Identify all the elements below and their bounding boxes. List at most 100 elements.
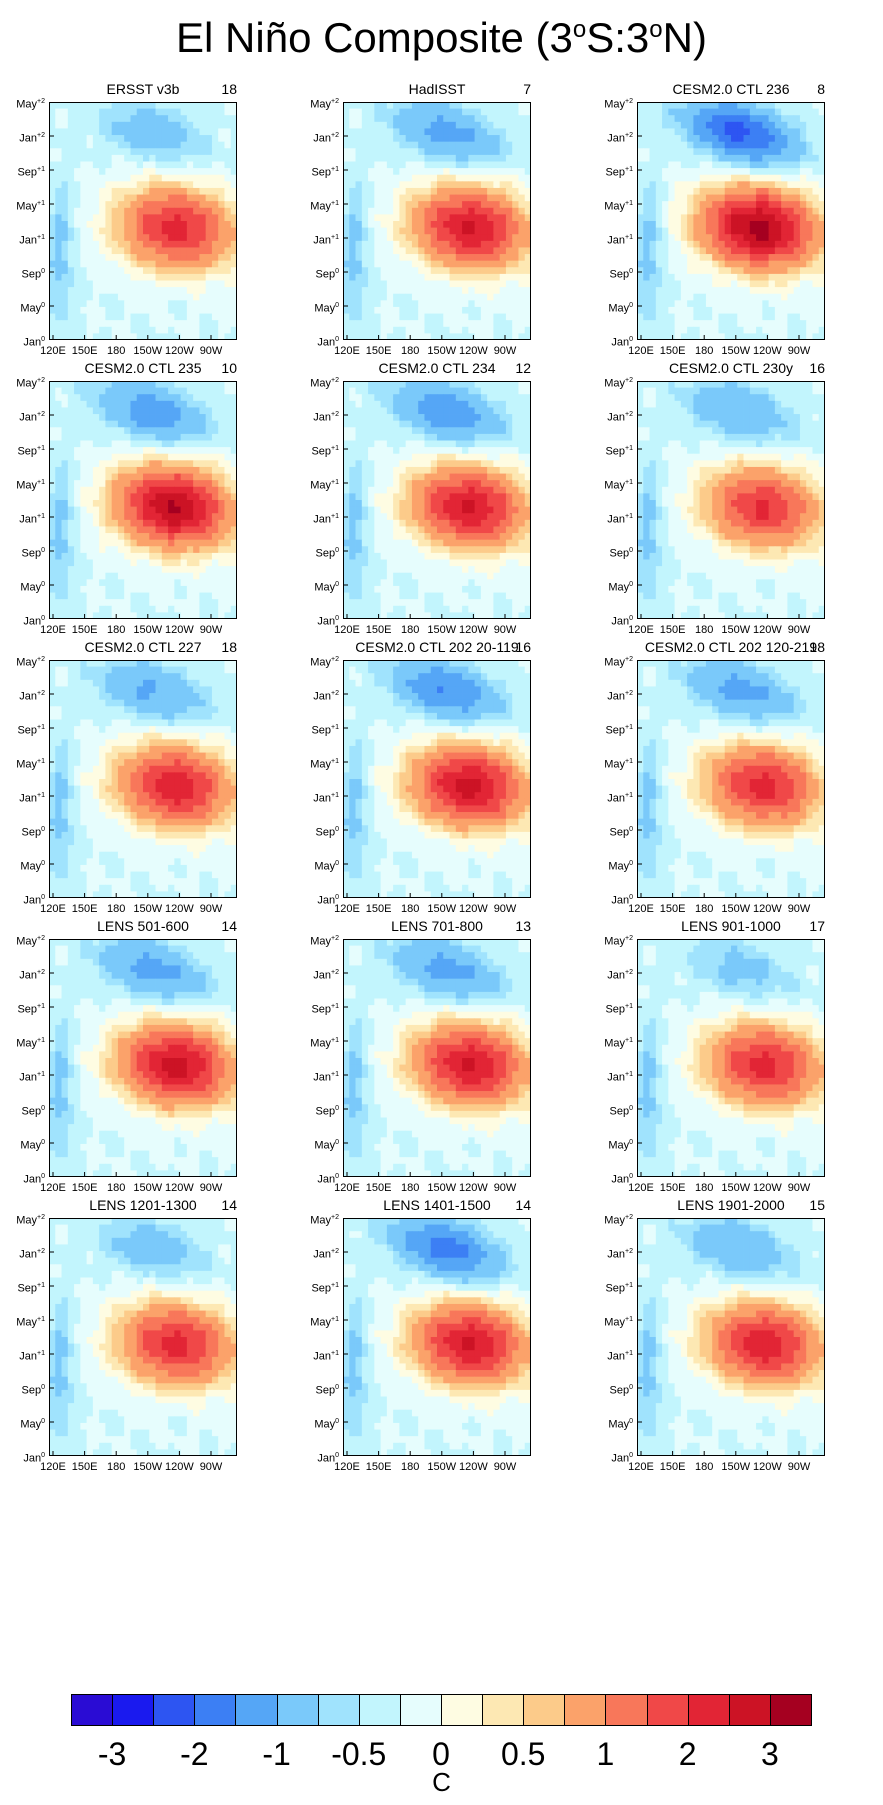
heatmap-cell xyxy=(155,453,163,461)
heatmap-cell xyxy=(493,414,501,422)
heatmap-cell xyxy=(505,486,513,494)
heatmap-cell xyxy=(756,108,763,116)
heatmap-cell xyxy=(218,539,225,547)
heatmap-cell xyxy=(705,214,713,222)
heatmap-cell xyxy=(211,267,219,275)
heatmap-cell xyxy=(111,381,119,389)
heatmap-cell xyxy=(793,181,801,189)
heatmap-cell xyxy=(155,546,163,554)
heatmap-cell xyxy=(480,201,488,209)
heatmap-cell xyxy=(105,128,113,136)
heatmap-cell xyxy=(781,313,788,321)
heatmap-cell xyxy=(499,466,507,474)
heatmap-cell xyxy=(437,254,444,262)
heatmap-cell xyxy=(130,227,138,235)
heatmap-cell xyxy=(430,447,438,455)
heatmap-cell xyxy=(211,466,219,474)
heatmap-cell xyxy=(818,207,825,215)
heatmap-cell xyxy=(524,480,531,488)
heatmap-cell xyxy=(480,433,488,441)
heatmap-cell xyxy=(149,194,156,202)
heatmap-cell xyxy=(480,227,488,235)
heatmap-cell xyxy=(443,394,450,402)
heatmap-cell xyxy=(762,108,769,116)
heatmap-cell xyxy=(67,306,75,314)
heatmap-cell xyxy=(49,526,56,534)
heatmap-cell xyxy=(155,320,163,328)
heatmap-cell xyxy=(99,326,106,334)
heatmap-cell xyxy=(136,313,144,321)
heatmap-cell xyxy=(155,326,163,334)
heatmap-cell xyxy=(662,293,669,301)
heatmap-cell xyxy=(49,115,56,123)
heatmap-cell xyxy=(117,320,125,328)
heatmap-cell xyxy=(687,313,694,321)
heatmap-cell xyxy=(130,102,138,110)
heatmap-cell xyxy=(743,201,751,209)
heatmap-cell xyxy=(143,267,150,275)
heatmap-cell xyxy=(774,135,782,143)
heatmap-cell xyxy=(743,247,751,255)
heatmap-cell xyxy=(643,227,650,235)
heatmap-cell xyxy=(386,115,394,123)
heatmap-cell xyxy=(399,486,407,494)
heatmap-cell xyxy=(386,414,394,422)
heatmap-cell xyxy=(418,381,425,389)
heatmap-cell xyxy=(774,260,782,268)
heatmap-cell xyxy=(61,420,69,428)
heatmap-cell xyxy=(718,108,726,116)
heatmap-cell xyxy=(105,605,113,613)
heatmap-cell xyxy=(67,154,75,162)
heatmap-cell xyxy=(524,174,531,182)
heatmap-cell xyxy=(67,273,75,281)
heatmap-cell xyxy=(124,207,131,215)
heatmap-cell xyxy=(680,102,688,110)
heatmap-cell xyxy=(61,254,69,262)
heatmap-cell xyxy=(193,234,200,242)
heatmap-cell xyxy=(487,260,494,268)
heatmap-cell xyxy=(674,254,682,262)
heatmap-cell xyxy=(343,207,350,215)
heatmap-cell xyxy=(361,254,369,262)
heatmap-cell xyxy=(105,148,113,156)
heatmap-cell xyxy=(136,148,144,156)
heatmap-cell xyxy=(105,433,113,441)
heatmap-cell xyxy=(117,254,125,262)
heatmap-cell xyxy=(168,460,175,468)
heatmap-cell xyxy=(105,214,113,222)
heatmap-cell xyxy=(718,333,726,340)
heatmap-cell xyxy=(430,333,438,340)
heatmap-cell xyxy=(143,221,150,229)
heatmap-cell xyxy=(161,572,169,580)
heatmap-cell xyxy=(424,187,432,195)
heatmap-cell xyxy=(699,201,707,209)
heatmap-cell xyxy=(55,313,62,321)
heatmap-cell xyxy=(211,214,219,222)
heatmap-cell xyxy=(86,440,94,448)
heatmap-cell xyxy=(155,247,163,255)
heatmap-cell xyxy=(74,473,81,481)
heatmap-cell xyxy=(524,433,531,441)
heatmap-cell xyxy=(99,381,106,389)
heatmap-cell xyxy=(731,201,738,209)
heatmap-cell xyxy=(774,287,782,295)
heatmap-cell xyxy=(493,480,501,488)
heatmap-cell xyxy=(380,108,388,116)
heatmap-cell xyxy=(424,280,432,288)
heatmap-cell xyxy=(737,240,744,248)
heatmap-cell xyxy=(124,260,131,268)
heatmap-cell xyxy=(430,194,438,202)
heatmap-cell xyxy=(99,559,106,567)
heatmap-cell xyxy=(186,466,194,474)
heatmap-cell xyxy=(493,102,501,110)
heatmap-cell xyxy=(186,592,194,600)
y-tick-label: Jan0 xyxy=(317,336,339,349)
heatmap-cell xyxy=(61,128,69,136)
heatmap-cell xyxy=(793,168,801,176)
heatmap-cell xyxy=(67,552,75,560)
heatmap-cell xyxy=(474,260,482,268)
heatmap-cell xyxy=(487,135,494,143)
heatmap-cell xyxy=(512,181,519,189)
heatmap-cell xyxy=(74,128,81,136)
heatmap-cell xyxy=(218,313,225,321)
